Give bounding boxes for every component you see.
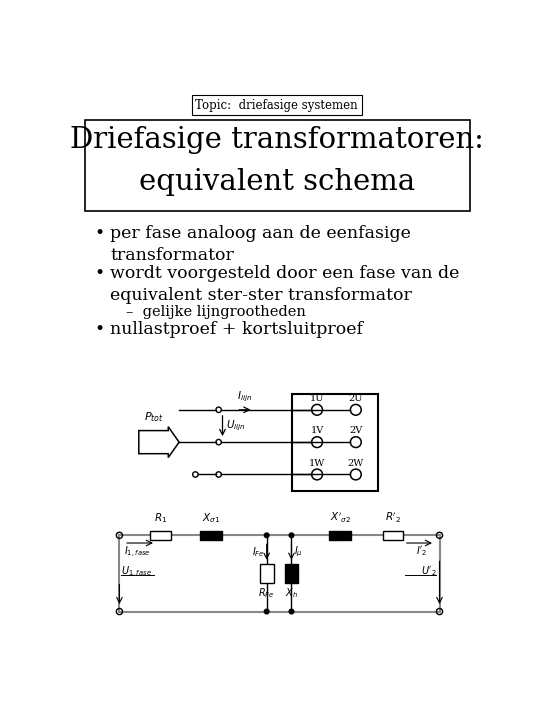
Text: Topic:  driefasige systemen: Topic: driefasige systemen — [195, 99, 358, 112]
Bar — [151, 531, 171, 539]
Bar — [85, 120, 470, 211]
Text: •: • — [94, 225, 105, 242]
Bar — [285, 564, 299, 582]
Bar — [329, 531, 351, 539]
Text: $P_{tot}$: $P_{tot}$ — [144, 410, 164, 423]
Text: 1W: 1W — [309, 459, 325, 467]
Text: –  gelijke lijngrootheden: – gelijke lijngrootheden — [126, 305, 306, 319]
Text: 1V: 1V — [310, 426, 323, 435]
Text: $U'_2$: $U'_2$ — [421, 564, 436, 578]
Text: wordt voorgesteld door een fase van de
equivalent ster-ster transformator: wordt voorgesteld door een fase van de e… — [110, 265, 460, 304]
Text: 2W: 2W — [348, 459, 364, 467]
Text: Driefasige transformatoren:: Driefasige transformatoren: — [70, 127, 484, 154]
Circle shape — [289, 609, 294, 614]
Text: $I_{1,fase}$: $I_{1,fase}$ — [124, 544, 150, 559]
Text: $I'_2$: $I'_2$ — [416, 544, 427, 558]
Text: $I_{\mu}$: $I_{\mu}$ — [294, 545, 303, 559]
Bar — [292, 395, 377, 490]
Text: $X_h$: $X_h$ — [285, 586, 298, 600]
Text: nullastproef + kortsluitproef: nullastproef + kortsluitproef — [110, 321, 363, 338]
Text: equivalent schema: equivalent schema — [139, 168, 415, 196]
Text: $R_1$: $R_1$ — [154, 510, 167, 525]
Circle shape — [265, 533, 269, 538]
Text: 2V: 2V — [349, 426, 362, 435]
Text: $X_{\sigma 1}$: $X_{\sigma 1}$ — [202, 510, 220, 525]
Text: $I_{lijn}$: $I_{lijn}$ — [238, 390, 253, 404]
Text: 2U: 2U — [348, 394, 363, 403]
Circle shape — [289, 533, 294, 538]
Circle shape — [265, 609, 269, 614]
Bar — [200, 531, 222, 539]
Text: $R_{Fe}$: $R_{Fe}$ — [259, 586, 275, 600]
Text: $U_{1,fase}$: $U_{1,fase}$ — [121, 564, 152, 580]
Text: per fase analoog aan de eenfasige
transformator: per fase analoog aan de eenfasige transf… — [110, 225, 411, 264]
Text: •: • — [94, 265, 105, 282]
Text: $I_{Fe}$: $I_{Fe}$ — [252, 545, 265, 559]
Text: 1U: 1U — [310, 394, 325, 403]
Text: $R'_2$: $R'_2$ — [385, 510, 401, 525]
Bar — [260, 564, 274, 582]
Text: $X'_{\sigma 2}$: $X'_{\sigma 2}$ — [330, 510, 351, 525]
Text: $U_{lijn}$: $U_{lijn}$ — [226, 419, 245, 433]
Bar — [383, 531, 403, 539]
Text: •: • — [94, 321, 105, 338]
